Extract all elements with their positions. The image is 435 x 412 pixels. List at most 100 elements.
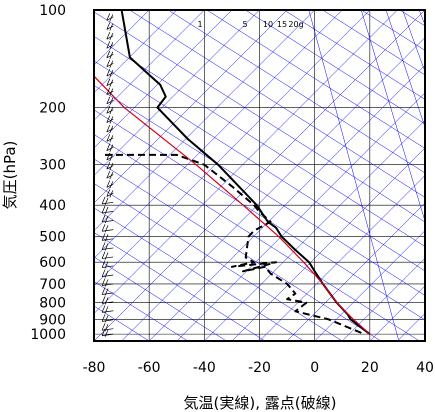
dry-adiabat: [401, 10, 425, 27]
wind-barb: [101, 305, 114, 314]
wind-barb: [106, 170, 114, 180]
wind-barb: [101, 233, 114, 242]
wind-barb: [106, 189, 114, 198]
mixing-ratio-line: [385, 10, 425, 128]
wind-barb: [101, 224, 114, 233]
wind-barb: [101, 214, 114, 224]
wind-barb: [106, 106, 114, 115]
wind-barb: [106, 41, 114, 50]
wind-barb: [106, 124, 114, 134]
skewed-isotherm: [259, 175, 425, 341]
wind-barb: [101, 260, 114, 269]
wind-barb: [106, 68, 114, 78]
x-tick-labels: -80 -60 -40 -20 0 20 40: [83, 360, 434, 376]
skewed-isotherm: [94, 10, 205, 121]
wind-barb: [101, 287, 114, 296]
y-tick-label: 100: [39, 3, 66, 19]
wind-barb: [101, 278, 114, 287]
mixing-ratio-line: [308, 10, 400, 341]
skewed-isotherm: [424, 340, 425, 341]
dry-adiabat: [94, 281, 188, 341]
wind-barb: [101, 323, 114, 332]
wind-barb: [106, 115, 114, 124]
dry-adiabat: [94, 256, 227, 341]
mixing-ratio-line: [360, 10, 425, 222]
skewed-isotherm: [94, 10, 260, 176]
dry-adiabat: [324, 10, 425, 76]
mixing-ratio-label: 5: [242, 20, 247, 29]
y-tick-label: 700: [39, 277, 66, 293]
wind-barb: [106, 50, 114, 59]
wind-barb: [106, 13, 114, 22]
dry-adiabat: [208, 10, 425, 149]
wind-barb: [106, 87, 114, 96]
mixing-ratio-label: 15: [277, 20, 287, 29]
wind-barb: [106, 143, 114, 152]
skewed-isotherm: [204, 119, 425, 341]
skewed-isotherm: [314, 230, 425, 341]
wind-barb: [101, 269, 114, 278]
y-tick-label: 300: [39, 158, 66, 174]
dry-adiabat: [94, 158, 382, 341]
dry-adiabat: [94, 232, 266, 341]
wind-barb: [101, 251, 114, 260]
skewed-isotherm: [94, 10, 398, 314]
skewed-isotherm: [121, 37, 425, 341]
mixing-ratio-line: [402, 10, 425, 73]
wind-barbs: [101, 13, 114, 337]
y-tick-label: 200: [39, 101, 66, 117]
skewed-isotherm: [94, 10, 316, 232]
wind-barb: [106, 59, 114, 68]
wind-barb: [101, 314, 114, 323]
wind-barb: [101, 328, 114, 337]
mixing-ratio-label: 1: [197, 20, 202, 29]
x-tick-label: -60: [138, 360, 161, 376]
skewed-isotherms-dry-adiabats: [94, 10, 425, 341]
dry-adiabat: [94, 134, 420, 341]
dry-adiabat: [94, 60, 425, 272]
wind-barb: [101, 205, 114, 215]
wind-barb: [106, 78, 114, 87]
wind-barb: [101, 296, 114, 305]
parcel-line: [94, 75, 371, 335]
sounding-profiles: [94, 10, 371, 336]
wind-barb: [106, 22, 114, 31]
dry-adiabat: [94, 207, 304, 341]
skewed-isotherm: [94, 10, 343, 259]
dewpoint-line: [105, 153, 365, 336]
wind-barb: [106, 32, 114, 41]
wind-barb: [106, 180, 114, 189]
x-tick-label: 40: [416, 360, 434, 376]
x-tick-label: 0: [310, 360, 319, 376]
y-tick-label: 400: [39, 198, 66, 214]
dry-adiabat: [94, 305, 150, 341]
mixing-ratio-label: 10: [263, 20, 273, 29]
dry-adiabat: [94, 85, 425, 296]
x-tick-label: -40: [193, 360, 216, 376]
dry-adiabat: [169, 10, 425, 174]
x-tick-label: -80: [83, 360, 106, 376]
y-tick-label: 800: [39, 296, 66, 312]
skewed-isotherm: [231, 147, 425, 341]
y-tick-label: 600: [39, 255, 66, 271]
x-tick-label: -20: [248, 360, 271, 376]
x-axis-title: 気温(実線), 露点(破線): [184, 394, 337, 412]
dry-adiabat: [94, 183, 343, 341]
y-tick-label: 500: [39, 230, 66, 246]
x-tick-label: 20: [361, 360, 379, 376]
wind-barb: [101, 242, 114, 251]
dry-adiabat: [246, 10, 425, 125]
wind-barb: [106, 152, 114, 162]
wind-barb: [106, 96, 114, 105]
skewed-isotherm: [176, 92, 425, 341]
y-tick-label: 1000: [30, 327, 66, 343]
mixing-ratio-labels: 1 5 10 15 20g: [197, 20, 303, 29]
skewed-isotherm: [94, 10, 425, 341]
dry-adiabat: [285, 10, 425, 100]
plot-frame: [93, 9, 426, 342]
skewed-isotherm: [286, 202, 425, 341]
mixing-ratio-line: [418, 10, 425, 26]
skewed-isotherm: [342, 257, 425, 341]
dry-adiabat: [94, 109, 425, 321]
